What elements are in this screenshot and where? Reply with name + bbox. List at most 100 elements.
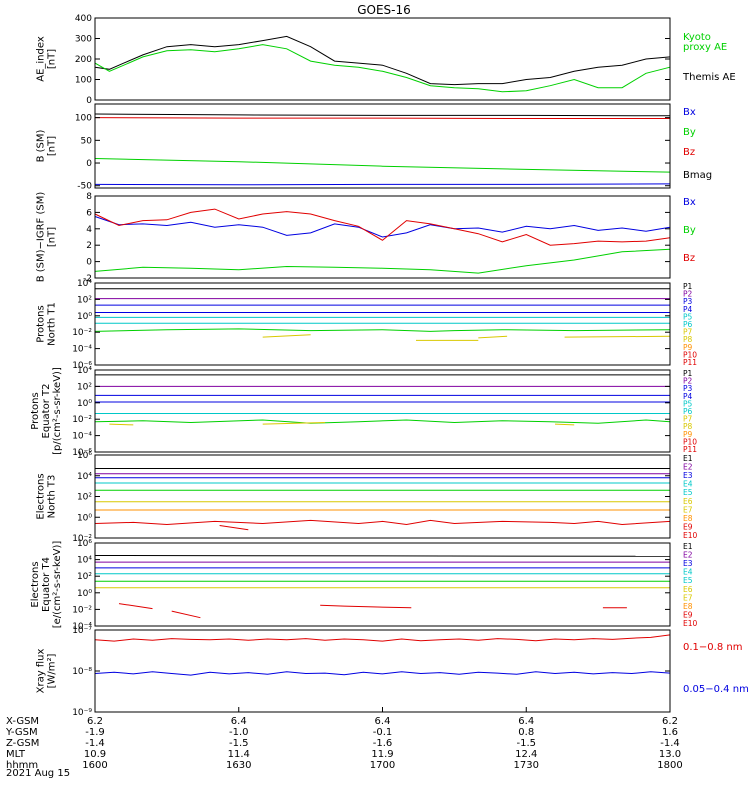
- ephem-value: 13.0: [659, 749, 681, 760]
- series-line-1-2: [94, 44, 671, 93]
- ephem-value: -0.1: [373, 727, 393, 738]
- ephem-value: 1730: [514, 760, 539, 771]
- y-tick-label: 0: [86, 258, 92, 268]
- ephem-value: -1.0: [229, 727, 249, 738]
- legend-entry: Themis AE: [682, 72, 736, 83]
- ephem-value: -1.5: [229, 738, 249, 749]
- y-tick-label: 100: [75, 76, 92, 86]
- y-tick-label: 10⁻²: [72, 328, 92, 338]
- ephem-value: 1630: [226, 760, 251, 771]
- legend-entry: P9: [683, 343, 693, 352]
- legend-entry: E1: [683, 542, 693, 551]
- y-tick-label: 10⁰: [77, 589, 92, 599]
- legend-entry: P5: [683, 312, 693, 321]
- ephem-row-label: hhmm: [6, 760, 38, 771]
- panel-frame-5: [94, 369, 671, 453]
- y-axis-title: Protons: [30, 392, 41, 429]
- ephem-value: 11.9: [371, 749, 393, 760]
- y-axis-title: [W/m²]: [47, 653, 58, 688]
- series-line-7-8: [171, 610, 201, 619]
- legend-entry: 0.05−0.4 nm: [683, 684, 749, 695]
- y-tick-label: 10⁻⁷: [72, 626, 92, 636]
- series-line-4-11: [564, 335, 671, 338]
- y-tick-label: 0: [86, 96, 92, 106]
- y-tick-label: 10²: [77, 493, 92, 503]
- legend-entry: P3: [683, 297, 693, 306]
- ephem-value: 1800: [657, 760, 682, 771]
- ephem-value: 1.6: [662, 727, 678, 738]
- y-tick-label: 10⁻²: [72, 415, 92, 425]
- legend-entry: E2: [683, 551, 693, 560]
- legend-entry: E9: [683, 522, 693, 531]
- legend-entry: E8: [683, 514, 693, 523]
- y-axis-title: [p/(cm²-s-sr-keV)]: [52, 367, 63, 455]
- legend-entry: E10: [683, 619, 698, 628]
- legend-entry: P4: [683, 305, 693, 314]
- y-tick-label: 2: [86, 241, 92, 251]
- panel-frame-8: [94, 629, 671, 713]
- series-line-4-8: [262, 334, 311, 338]
- y-axis-title: North T1: [47, 302, 58, 346]
- series-line-5-9: [554, 423, 575, 426]
- ephem-value: 6.4: [375, 716, 391, 727]
- legend-entry: Bx: [683, 107, 696, 118]
- y-axis-title: [nT]: [47, 136, 58, 156]
- series-line-2-1: [94, 113, 671, 117]
- legend-entry: E6: [683, 497, 693, 506]
- y-tick-label: 10²: [77, 382, 92, 392]
- legend-entry: P2: [683, 377, 693, 386]
- series-line-7-7: [118, 603, 153, 610]
- panel-frame-3: [94, 195, 671, 279]
- series-line-3-1: [94, 216, 671, 238]
- y-axis-title: Protons: [36, 305, 47, 342]
- y-tick-label: 8: [86, 192, 92, 202]
- y-axis-title: B (SM): [36, 129, 47, 162]
- y-tick-label: 50: [81, 136, 93, 146]
- series-line-5-8: [262, 422, 326, 425]
- legend-entry: P6: [683, 407, 693, 416]
- y-tick-label: 10²: [77, 295, 92, 305]
- y-axis-title: Xray flux: [36, 649, 47, 694]
- legend-entry: E1: [683, 454, 693, 463]
- y-tick-label: 10⁴: [77, 556, 92, 566]
- ephem-row-label: X-GSM: [6, 716, 39, 727]
- legend-entry: P8: [683, 422, 693, 431]
- ephem-value: 6.2: [87, 716, 103, 727]
- ephem-value: 6.4: [231, 716, 247, 727]
- legend-entry: P9: [683, 430, 693, 439]
- ephem-value: 12.4: [515, 749, 537, 760]
- y-axis-title: AE_index: [36, 36, 47, 82]
- ephem-value: -1.6: [373, 738, 393, 749]
- y-axis-title: [nT]: [47, 227, 58, 247]
- y-axis-title: [nT]: [47, 49, 58, 69]
- panel-frame-7: [94, 542, 671, 627]
- legend-entry: Bz: [683, 253, 695, 264]
- ephem-value: 0.8: [518, 727, 534, 738]
- panel-8: 10⁻⁹ 10⁻⁸ 10⁻⁷ Xray flux [W/m²] 0.1−0.8 nm 0.0…: [36, 626, 749, 718]
- y-tick-label: 6: [86, 208, 92, 218]
- legend-entry: P2: [683, 290, 693, 299]
- y-tick-label: 10⁻⁴: [72, 345, 92, 355]
- y-tick-label: 10⁻²: [72, 605, 92, 615]
- y-tick-label: -50: [77, 182, 92, 192]
- y-axis-title: B (SM)−IGRF (SM): [36, 192, 47, 283]
- legend-entry: P11: [683, 445, 697, 454]
- series-line-4-10: [478, 335, 508, 339]
- panel-4: 10⁻⁶ 10⁻⁴ 10⁻² 10⁰ 10² 10⁴ Protons North T1 P1P2…: [36, 279, 698, 371]
- series-line-2-3: [94, 158, 671, 173]
- series-line-3-2: [94, 208, 671, 246]
- legend-entry: E3: [683, 559, 693, 568]
- y-axis-title: Equator T2: [41, 384, 52, 439]
- legend-entry: P7: [683, 328, 693, 337]
- legend-entry: P1: [683, 369, 693, 378]
- legend-entry: E2: [683, 463, 693, 472]
- legend-entry: P4: [683, 392, 693, 401]
- y-axis-title: Equator T4: [41, 557, 52, 612]
- ephem-row-label: Z-GSM: [6, 738, 39, 749]
- ephemeris-table: X-GSM 6.2 6.4 6.4 6.4 6.2 Y-GSM -1.9 -1.0 -0.1 0.8…: [5, 716, 683, 771]
- y-tick-label: 10⁴: [77, 472, 92, 482]
- y-tick-label: 100: [75, 114, 92, 124]
- legend-entry: proxy AE: [683, 42, 727, 53]
